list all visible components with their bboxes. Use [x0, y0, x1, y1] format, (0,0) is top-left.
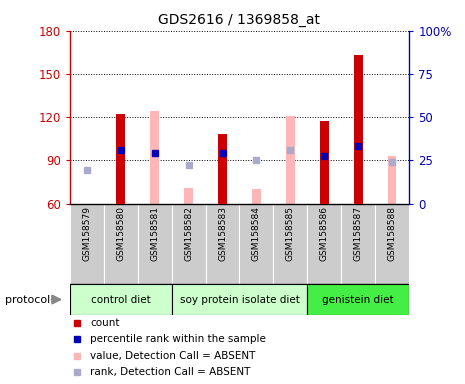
Bar	[70, 284, 172, 315]
Text: protocol: protocol	[5, 295, 50, 305]
Text: control diet: control diet	[91, 295, 151, 305]
Text: GSM158579: GSM158579	[82, 206, 91, 261]
Bar	[172, 204, 206, 284]
Text: GSM158581: GSM158581	[150, 206, 159, 261]
Bar	[307, 284, 409, 315]
Bar	[239, 204, 273, 284]
Text: GSM158586: GSM158586	[320, 206, 329, 261]
Text: GSM158584: GSM158584	[252, 206, 261, 261]
Bar	[150, 111, 159, 204]
Text: GSM158587: GSM158587	[354, 206, 363, 261]
Bar	[273, 204, 307, 284]
Text: value, Detection Call = ABSENT: value, Detection Call = ABSENT	[90, 351, 255, 361]
Bar	[172, 284, 307, 315]
Bar	[341, 204, 375, 284]
Bar	[388, 156, 397, 204]
Bar	[116, 114, 125, 204]
Bar	[307, 204, 341, 284]
Bar	[354, 55, 363, 204]
Text: GSM158585: GSM158585	[286, 206, 295, 261]
Text: GSM158580: GSM158580	[116, 206, 125, 261]
Bar	[206, 204, 239, 284]
Bar	[375, 204, 409, 284]
Bar	[252, 189, 261, 204]
Text: GSM158582: GSM158582	[184, 206, 193, 261]
Text: percentile rank within the sample: percentile rank within the sample	[90, 334, 266, 344]
Bar	[218, 134, 227, 204]
Title: GDS2616 / 1369858_at: GDS2616 / 1369858_at	[159, 13, 320, 27]
Bar	[320, 121, 329, 204]
Text: count: count	[90, 318, 120, 328]
Bar	[138, 204, 172, 284]
Text: rank, Detection Call = ABSENT: rank, Detection Call = ABSENT	[90, 367, 251, 377]
Bar	[286, 116, 295, 204]
Bar	[70, 204, 104, 284]
Text: soy protein isolate diet: soy protein isolate diet	[179, 295, 299, 305]
Text: GSM158583: GSM158583	[218, 206, 227, 261]
Bar	[184, 188, 193, 204]
Bar	[104, 204, 138, 284]
Text: genistein diet: genistein diet	[322, 295, 394, 305]
Text: GSM158588: GSM158588	[388, 206, 397, 261]
